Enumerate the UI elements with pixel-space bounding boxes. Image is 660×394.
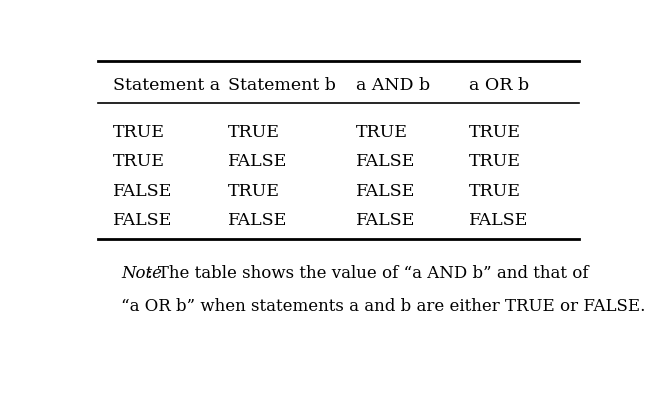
Text: FALSE: FALSE <box>228 153 288 171</box>
Text: a AND b: a AND b <box>356 77 430 94</box>
Text: FALSE: FALSE <box>114 182 172 200</box>
Text: Statement b: Statement b <box>228 77 336 94</box>
Text: FALSE: FALSE <box>469 212 528 229</box>
Text: FALSE: FALSE <box>356 153 416 171</box>
Text: Statement a: Statement a <box>114 77 220 94</box>
Text: TRUE: TRUE <box>114 153 165 171</box>
Text: FALSE: FALSE <box>356 212 416 229</box>
Text: TRUE: TRUE <box>228 125 280 141</box>
Text: FALSE: FALSE <box>228 212 288 229</box>
Text: FALSE: FALSE <box>356 182 416 200</box>
Text: TRUE: TRUE <box>469 153 521 171</box>
Text: TRUE: TRUE <box>228 182 280 200</box>
Text: “a OR b” when statements a and b are either TRUE or FALSE.: “a OR b” when statements a and b are eit… <box>121 298 645 315</box>
Text: Note: Note <box>121 265 162 282</box>
Text: TRUE: TRUE <box>469 182 521 200</box>
Text: TRUE: TRUE <box>356 125 408 141</box>
Text: TRUE: TRUE <box>114 125 165 141</box>
Text: : The table shows the value of “a AND b” and that of: : The table shows the value of “a AND b”… <box>147 265 589 282</box>
Text: a OR b: a OR b <box>469 77 529 94</box>
Text: FALSE: FALSE <box>114 212 172 229</box>
Text: TRUE: TRUE <box>469 125 521 141</box>
